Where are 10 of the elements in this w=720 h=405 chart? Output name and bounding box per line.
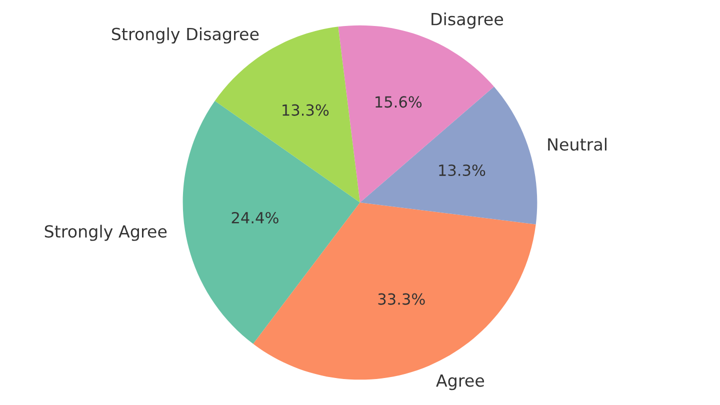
data-label: 33.3% xyxy=(378,293,425,305)
slice-label: Strongly Disagree xyxy=(112,27,259,44)
slice-label: Agree xyxy=(436,374,484,390)
slice-label: Neutral xyxy=(548,138,606,151)
data-label: 13.3% xyxy=(282,104,329,116)
data-label: 24.4% xyxy=(232,212,278,224)
slice-label: Strongly Agree xyxy=(44,224,167,241)
data-label: 15.6% xyxy=(376,96,422,108)
data-label: 13.3% xyxy=(439,164,486,176)
slice-label: Disagree xyxy=(432,12,503,29)
